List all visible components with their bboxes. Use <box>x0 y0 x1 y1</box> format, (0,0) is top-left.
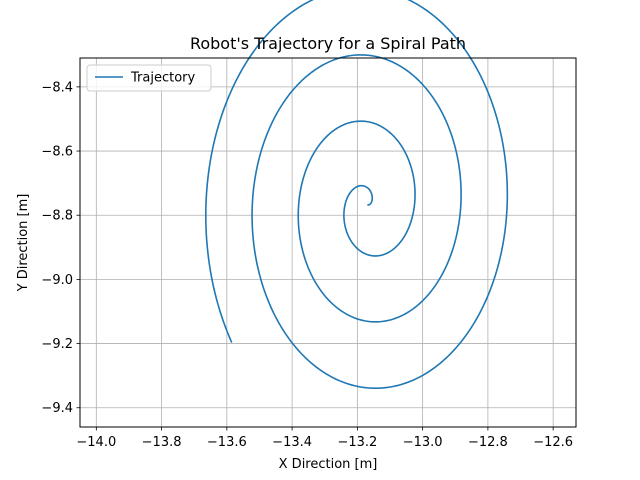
legend: Trajectory <box>86 64 212 92</box>
x-axis-ticks: −14.0 −13.8 −13.6 −13.4 −13.2 −13.0 −12.8 −12.6 <box>76 427 573 450</box>
plot-area <box>80 58 576 427</box>
trajectory-line <box>205 0 509 390</box>
x-tick-label: −12.6 <box>533 435 573 450</box>
y-tick-label: −8.4 <box>41 80 73 95</box>
axes-frame <box>79 57 577 428</box>
x-tick-label: −13.2 <box>337 435 377 450</box>
x-tick-label: −13.6 <box>207 435 247 450</box>
y-axis-label: Y Direction [m] <box>16 194 31 293</box>
series-layer <box>205 0 509 390</box>
x-tick-label: −13.4 <box>272 435 312 450</box>
y-tick-label: −9.2 <box>41 337 73 352</box>
x-tick-label: −12.8 <box>468 435 508 450</box>
x-tick-label: −13.8 <box>142 435 182 450</box>
legend-label-trajectory: Trajectory <box>130 71 195 86</box>
x-tick-label: −13.0 <box>403 435 443 450</box>
legend-box <box>86 64 212 92</box>
y-axis-ticks: −9.4 −9.2 −9.0 −8.8 −8.6 −8.4 <box>41 80 80 416</box>
x-axis-label: X Direction [m] <box>279 457 378 472</box>
y-tick-label: −9.4 <box>41 401 73 416</box>
y-tick-label: −9.0 <box>41 273 73 288</box>
y-tick-label: −8.6 <box>41 145 73 160</box>
chart-title: Robot's Trajectory for a Spiral Path <box>190 34 466 53</box>
x-tick-label: −14.0 <box>76 435 116 450</box>
y-tick-label: −8.8 <box>41 209 73 224</box>
